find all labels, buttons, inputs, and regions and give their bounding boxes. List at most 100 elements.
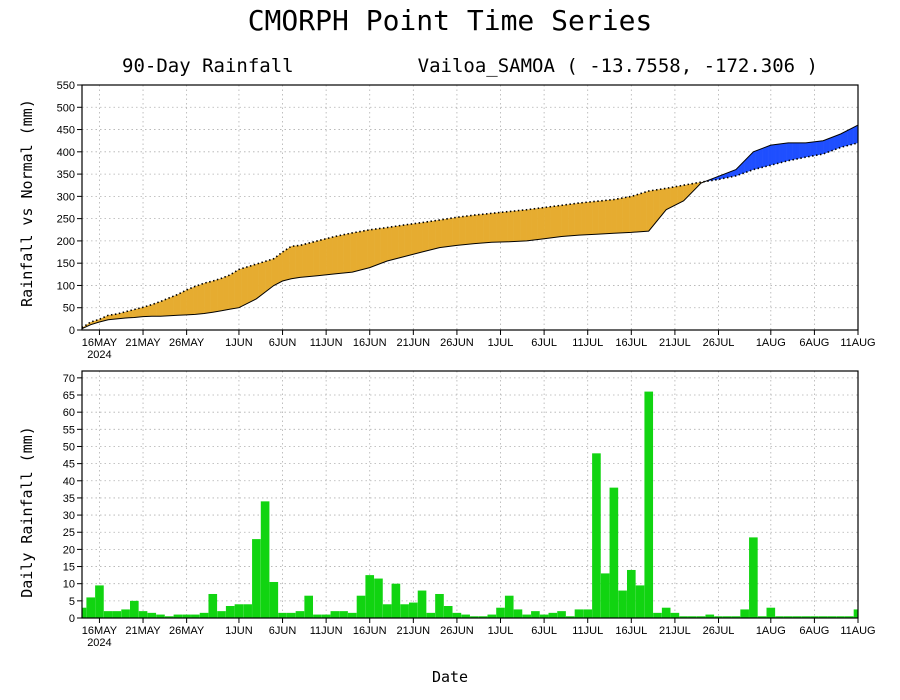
daily-rainfall-bar xyxy=(347,612,357,618)
rainfall-difference-fill xyxy=(731,170,735,177)
rainfall-difference-fill xyxy=(749,154,752,172)
daily-rainfall-bar xyxy=(374,578,383,618)
rainfall-difference-fill xyxy=(206,282,209,314)
rainfall-difference-fill xyxy=(393,226,397,260)
rainfall-difference-fill xyxy=(596,201,599,235)
panel-subtitle: 90-Day Rainfall xyxy=(122,55,294,77)
rainfall-difference-fill xyxy=(838,134,841,149)
top-x-tick-label: 21MAY xyxy=(125,337,161,349)
rainfall-difference-fill xyxy=(119,312,122,319)
rainfall-difference-fill xyxy=(260,262,264,296)
rainfall-difference-fill xyxy=(132,309,135,318)
rainfall-difference-fill xyxy=(108,314,111,320)
rainfall-difference-fill xyxy=(535,208,538,240)
rainfall-difference-fill xyxy=(687,184,691,197)
daily-rainfall-bar xyxy=(574,609,584,618)
daily-rainfall-bar xyxy=(409,602,418,618)
rainfall-difference-fill xyxy=(690,183,693,195)
daily-rainfall-bar xyxy=(775,616,784,618)
rainfall-difference-fill xyxy=(796,142,800,159)
rainfall-difference-fill xyxy=(572,203,575,236)
bot-x-tick-label: 26MAY xyxy=(169,625,205,637)
rainfall-difference-fill xyxy=(746,156,750,172)
rainfall-difference-fill xyxy=(753,150,756,170)
top-y-tick-label: 0 xyxy=(69,325,75,337)
rainfall-difference-fill xyxy=(341,234,344,274)
rainfall-difference-fill xyxy=(160,300,163,317)
rainfall-difference-fill xyxy=(820,140,824,155)
rainfall-difference-fill xyxy=(467,215,471,245)
rainfall-difference-fill xyxy=(330,237,333,275)
bot-y-tick-label: 30 xyxy=(63,510,75,522)
rainfall-difference-fill xyxy=(592,201,595,235)
daily-rainfall-bar xyxy=(295,611,305,618)
rainfall-difference-fill xyxy=(435,220,438,249)
bot-y-tick-label: 50 xyxy=(63,441,75,453)
rainfall-difference-fill xyxy=(788,142,791,161)
daily-rainfall-bar xyxy=(565,616,575,618)
daily-rainfall-bar xyxy=(199,612,209,618)
daily-rainfall-bar xyxy=(504,595,514,618)
rainfall-difference-fill xyxy=(134,308,137,318)
bot-x-tick-label: 16JUN xyxy=(353,625,387,637)
rainfall-difference-fill xyxy=(223,276,227,311)
rainfall-difference-fill xyxy=(428,221,432,251)
rainfall-difference-fill xyxy=(374,228,377,266)
bot-x-tick-label: 21JUL xyxy=(659,625,691,637)
rainfall-difference-fill xyxy=(677,186,680,205)
daily-rainfall-bar xyxy=(757,616,767,618)
rainfall-difference-fill xyxy=(306,243,309,277)
daily-rainfall-bar xyxy=(600,573,610,618)
rainfall-difference-fill xyxy=(504,211,508,242)
bot-x-tick-label: 11JUL xyxy=(572,625,603,637)
bot-x-tick-label: 26JUL xyxy=(703,625,735,637)
rainfall-difference-fill xyxy=(426,221,429,251)
daily-rainfall-bar xyxy=(269,581,279,618)
rainfall-difference-fill xyxy=(361,230,364,270)
daily-rainfall-bar xyxy=(818,616,828,618)
rainfall-difference-fill xyxy=(145,305,148,317)
rainfall-difference-fill xyxy=(326,238,329,275)
rainfall-difference-fill xyxy=(441,219,445,248)
rainfall-difference-fill xyxy=(105,315,109,321)
rainfall-difference-fill xyxy=(315,240,318,276)
bot-y-tick-label: 10 xyxy=(63,579,75,591)
rainfall-difference-fill xyxy=(123,311,126,319)
rainfall-difference-fill xyxy=(570,203,573,236)
rainfall-difference-fill xyxy=(555,205,558,238)
rainfall-difference-fill xyxy=(310,242,314,277)
top-x-tick-label: 11AUG xyxy=(840,337,875,349)
bot-y-tick-label: 15 xyxy=(63,562,75,574)
rainfall-difference-fill xyxy=(158,301,161,317)
rainfall-difference-fill xyxy=(169,297,172,316)
rainfall-difference-fill xyxy=(624,197,628,233)
rainfall-difference-fill xyxy=(238,268,242,308)
rainfall-difference-fill xyxy=(548,206,551,239)
rainfall-difference-fill xyxy=(541,207,545,239)
rainfall-difference-fill xyxy=(786,142,789,162)
rainfall-difference-fill xyxy=(611,199,615,234)
rainfall-difference-fill xyxy=(476,214,480,244)
rainfall-difference-fill xyxy=(526,209,530,241)
rainfall-difference-fill xyxy=(149,304,153,317)
daily-rainfall-bar xyxy=(653,612,662,618)
rainfall-difference-fill xyxy=(668,187,671,209)
rainfall-difference-fill xyxy=(376,228,379,266)
rainfall-difference-fill xyxy=(640,193,643,232)
rainfall-difference-fill xyxy=(626,196,630,233)
rainfall-difference-fill xyxy=(156,302,159,317)
rainfall-difference-fill xyxy=(642,192,645,232)
rainfall-difference-fill xyxy=(681,185,684,202)
bot-y-tick-label: 40 xyxy=(63,476,75,488)
top-y-tick-label: 200 xyxy=(57,236,75,248)
rainfall-difference-fill xyxy=(180,292,183,316)
rainfall-difference-fill xyxy=(302,244,305,278)
rainfall-difference-fill xyxy=(842,131,846,147)
bot-x-tick-label: 6JUN xyxy=(269,625,297,637)
rainfall-difference-fill xyxy=(256,263,259,299)
bot-y-tick-label: 5 xyxy=(69,596,75,608)
rainfall-difference-fill xyxy=(829,137,833,152)
rainfall-difference-fill xyxy=(498,212,501,243)
rainfall-difference-fill xyxy=(764,146,767,167)
rainfall-difference-fill xyxy=(408,224,412,256)
